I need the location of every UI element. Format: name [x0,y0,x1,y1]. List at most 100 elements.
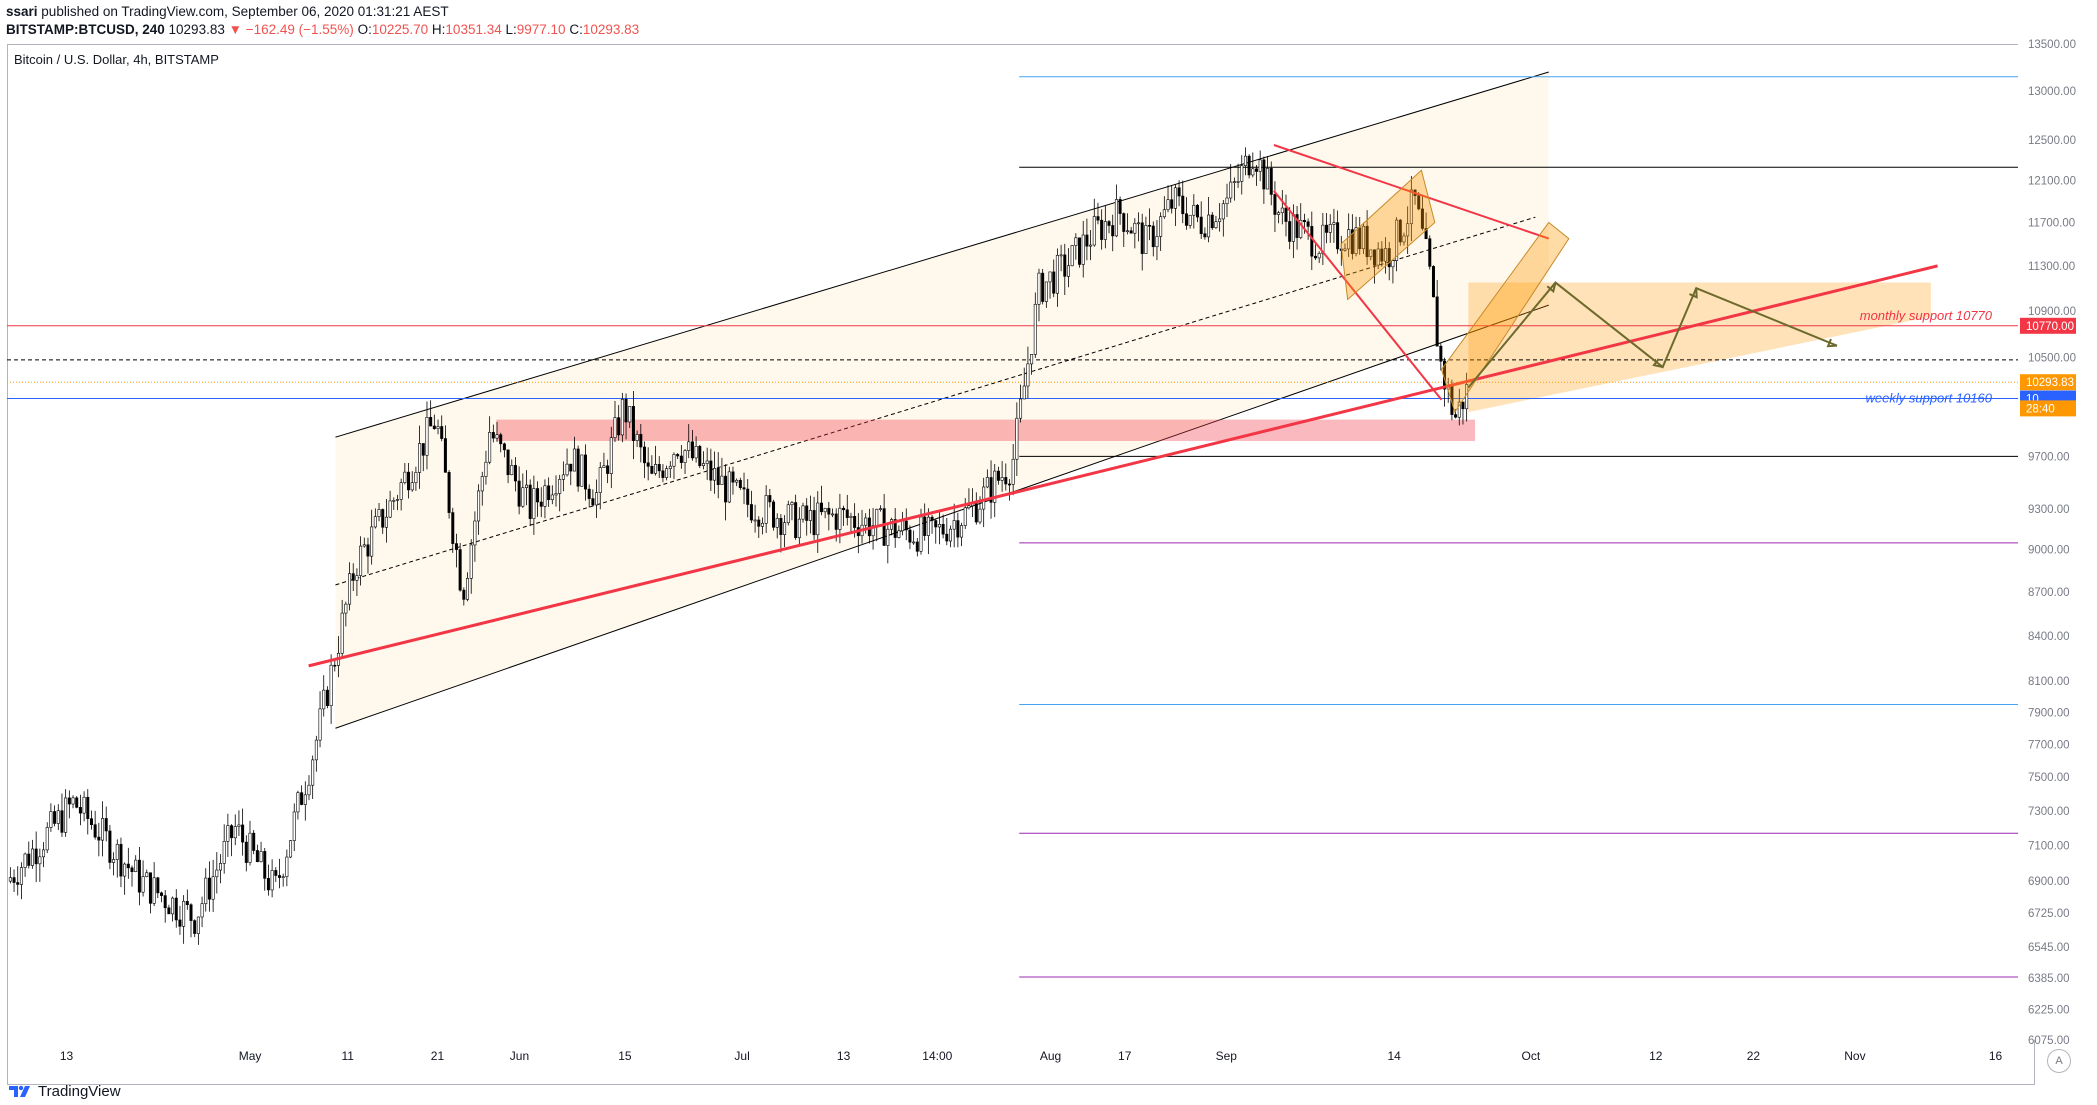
candle [661,464,665,483]
candle-body [893,519,897,538]
candle [631,390,635,460]
time-tick-label: 14:00 [922,1049,952,1063]
candle-body [314,739,318,761]
candle-body [366,544,370,557]
flag-channel[interactable] [1340,169,1436,301]
candle [1037,268,1041,322]
price-tick-label: 8100.00 [2028,676,2070,688]
candle-body [1063,254,1067,277]
candle-body [237,824,241,827]
support-trendline[interactable] [308,264,1938,668]
candle-body [709,460,713,481]
candle-body [488,432,492,463]
candle [1269,161,1273,206]
price-tick-label: 13500.00 [2028,39,2076,51]
candle-body [1221,203,1225,220]
candle [484,450,488,485]
candle-body [1325,224,1329,233]
candle-body [1044,281,1048,302]
price-tick-label: 13000.00 [2028,86,2076,98]
candle-body [137,859,141,893]
candle [373,508,377,529]
candle [587,484,591,508]
candle [495,421,499,442]
candle-body [148,872,152,904]
candle [477,484,481,535]
candle-body [167,907,171,915]
candle-body [797,518,801,538]
candle [687,424,691,459]
candle-body [196,916,200,934]
candle-body [978,508,982,523]
candle-body [996,470,1000,481]
candle [554,475,558,507]
candle [407,463,411,499]
candle-body [252,832,256,851]
candle [1203,227,1207,240]
candle-body [1207,214,1211,238]
candle-body [451,512,455,544]
candle [831,508,835,518]
candle [1007,479,1011,501]
candle [89,810,93,830]
candle [1129,226,1133,234]
candle-body [713,468,717,481]
candle [738,477,742,490]
candle [561,461,565,492]
candle-body [407,471,411,491]
candle-body [1321,224,1325,254]
candle [1133,218,1137,249]
candle [720,457,724,485]
candle [1207,196,1211,243]
candle [355,568,359,596]
candle [1137,212,1141,242]
channel-midline[interactable] [335,216,1536,586]
publisher-name[interactable]: ssari [6,4,38,19]
candle-body [569,463,573,472]
candle-body [934,520,938,528]
auto-scale-button[interactable]: A [2047,1049,2071,1073]
candle [768,488,772,508]
forecast-zone[interactable] [1468,282,1931,413]
candle-body [698,445,702,467]
candle [1376,242,1380,270]
candle [348,562,352,611]
candle-body [772,501,776,528]
candle-body [602,465,606,468]
candle [241,808,245,856]
tradingview-brand[interactable]: TradingView [38,1082,121,1100]
channel-upper-line[interactable] [335,71,1549,438]
price-tag-label: 10293.83 [2026,377,2074,389]
candle-body [477,490,481,522]
candle [794,494,798,540]
price-tick-label: 8400.00 [2028,631,2070,643]
chart-header: ssari published on TradingView.com, Sept… [0,0,2097,44]
candle-body [480,476,484,492]
support-zone[interactable] [496,419,1476,441]
time-tick-label: Oct [1522,1049,1541,1063]
candle [1387,241,1391,281]
candle [1085,218,1089,261]
candle-body [292,811,296,841]
candle-body [676,454,680,457]
candle [1015,402,1019,476]
projection-channel[interactable] [1440,221,1570,414]
candle [1052,259,1056,298]
candle [882,493,886,546]
candle [56,804,60,831]
candle-body [517,480,521,507]
candle [1266,155,1270,190]
candle-body [775,518,779,528]
candle [403,462,407,485]
breakdown-line[interactable] [1273,190,1443,401]
resistance-trendline[interactable] [1273,144,1550,240]
candle [384,499,388,543]
channel-lower-line[interactable] [335,304,1549,729]
candle [1000,461,1004,492]
candle-body [694,445,698,459]
candle-body [277,875,281,878]
candle-body [60,810,64,833]
candle-body [779,518,783,535]
candle-body [1111,225,1115,237]
